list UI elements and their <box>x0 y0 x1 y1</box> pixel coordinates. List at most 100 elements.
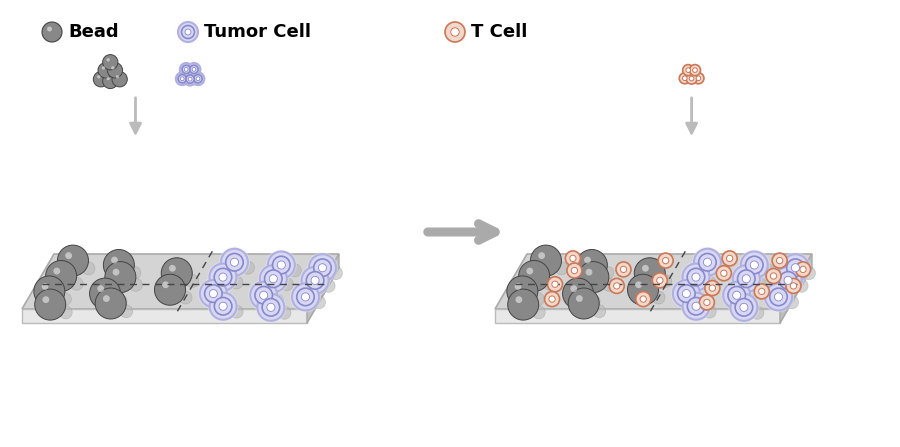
Circle shape <box>266 249 297 281</box>
Circle shape <box>46 261 76 291</box>
Circle shape <box>191 72 205 86</box>
Circle shape <box>689 65 700 76</box>
Circle shape <box>185 274 199 287</box>
Circle shape <box>106 77 110 80</box>
Circle shape <box>754 284 770 299</box>
Circle shape <box>311 276 320 284</box>
Circle shape <box>795 279 808 292</box>
Circle shape <box>226 253 243 271</box>
Circle shape <box>186 75 194 83</box>
Circle shape <box>269 275 277 283</box>
Circle shape <box>179 62 194 77</box>
Circle shape <box>309 254 336 281</box>
Circle shape <box>208 291 238 322</box>
Circle shape <box>565 251 581 266</box>
Circle shape <box>277 261 285 269</box>
Circle shape <box>273 256 290 274</box>
Circle shape <box>765 283 792 310</box>
Circle shape <box>688 268 705 286</box>
Circle shape <box>780 252 811 283</box>
Circle shape <box>721 270 727 276</box>
Circle shape <box>721 280 752 311</box>
Circle shape <box>571 285 577 292</box>
Circle shape <box>297 288 314 306</box>
Circle shape <box>180 63 193 76</box>
Circle shape <box>576 295 583 302</box>
Circle shape <box>219 302 227 310</box>
Circle shape <box>538 252 545 259</box>
Circle shape <box>683 65 694 76</box>
Circle shape <box>733 265 760 292</box>
Circle shape <box>743 294 757 307</box>
Circle shape <box>42 22 62 42</box>
Circle shape <box>587 295 600 308</box>
Circle shape <box>59 306 72 319</box>
Circle shape <box>182 25 194 38</box>
Circle shape <box>179 291 192 304</box>
Circle shape <box>183 72 197 86</box>
Circle shape <box>772 265 804 296</box>
Circle shape <box>178 22 198 42</box>
Polygon shape <box>22 254 339 309</box>
Polygon shape <box>307 254 339 323</box>
Circle shape <box>104 249 134 281</box>
Circle shape <box>260 265 287 292</box>
Circle shape <box>640 296 646 302</box>
Circle shape <box>182 65 190 73</box>
Circle shape <box>451 28 459 36</box>
Circle shape <box>210 264 237 291</box>
Circle shape <box>307 252 338 283</box>
Circle shape <box>306 272 324 289</box>
Circle shape <box>737 270 755 287</box>
Circle shape <box>41 283 49 290</box>
Circle shape <box>549 296 555 302</box>
Circle shape <box>680 261 712 293</box>
Text: T Cell: T Cell <box>471 23 527 41</box>
Circle shape <box>733 291 741 299</box>
Circle shape <box>112 269 120 275</box>
Circle shape <box>190 65 198 73</box>
Circle shape <box>221 249 248 276</box>
Circle shape <box>319 264 327 272</box>
Circle shape <box>586 269 592 275</box>
Circle shape <box>271 294 284 307</box>
Circle shape <box>102 66 105 70</box>
Circle shape <box>602 278 616 291</box>
Circle shape <box>657 277 663 283</box>
Circle shape <box>204 285 222 302</box>
Circle shape <box>796 262 811 277</box>
Circle shape <box>105 261 136 293</box>
Circle shape <box>210 290 218 298</box>
Circle shape <box>180 77 184 80</box>
Circle shape <box>652 291 665 304</box>
Circle shape <box>34 276 65 307</box>
Circle shape <box>689 76 694 81</box>
Circle shape <box>686 68 690 72</box>
Circle shape <box>516 296 522 303</box>
Circle shape <box>759 288 765 295</box>
Circle shape <box>658 253 673 268</box>
Circle shape <box>601 266 614 279</box>
Circle shape <box>175 72 190 86</box>
Circle shape <box>97 285 104 292</box>
Polygon shape <box>22 309 307 323</box>
Polygon shape <box>780 254 812 323</box>
Circle shape <box>128 266 141 279</box>
Circle shape <box>198 278 229 309</box>
Circle shape <box>290 281 321 312</box>
Circle shape <box>265 270 282 287</box>
Circle shape <box>715 261 727 274</box>
Circle shape <box>786 278 801 293</box>
Circle shape <box>739 249 770 281</box>
Circle shape <box>47 26 52 31</box>
Circle shape <box>300 265 330 296</box>
Circle shape <box>751 261 759 269</box>
Circle shape <box>616 262 631 277</box>
Circle shape <box>642 265 649 272</box>
Circle shape <box>116 75 119 79</box>
Circle shape <box>65 252 72 259</box>
Circle shape <box>192 72 204 85</box>
Circle shape <box>686 73 698 84</box>
Circle shape <box>194 75 202 83</box>
Circle shape <box>262 299 280 316</box>
